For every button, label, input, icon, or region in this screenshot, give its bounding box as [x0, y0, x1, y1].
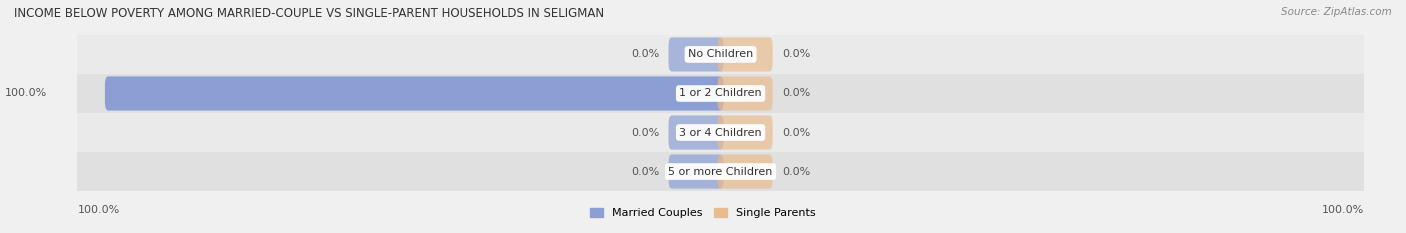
Text: 0.0%: 0.0%: [631, 49, 659, 59]
Text: 0.0%: 0.0%: [631, 127, 659, 137]
Text: 3 or 4 Children: 3 or 4 Children: [679, 127, 762, 137]
Text: INCOME BELOW POVERTY AMONG MARRIED-COUPLE VS SINGLE-PARENT HOUSEHOLDS IN SELIGMA: INCOME BELOW POVERTY AMONG MARRIED-COUPL…: [14, 7, 605, 20]
Text: 0.0%: 0.0%: [631, 167, 659, 177]
Text: 5 or more Children: 5 or more Children: [668, 167, 773, 177]
FancyBboxPatch shape: [668, 37, 724, 72]
Text: 1 or 2 Children: 1 or 2 Children: [679, 89, 762, 99]
FancyBboxPatch shape: [717, 37, 773, 72]
FancyBboxPatch shape: [668, 115, 724, 150]
Text: 100.0%: 100.0%: [1322, 205, 1364, 215]
Text: 0.0%: 0.0%: [782, 167, 810, 177]
Text: 0.0%: 0.0%: [782, 89, 810, 99]
Text: No Children: No Children: [688, 49, 754, 59]
Text: 100.0%: 100.0%: [4, 89, 46, 99]
Text: 100.0%: 100.0%: [77, 205, 120, 215]
FancyBboxPatch shape: [717, 76, 773, 111]
FancyBboxPatch shape: [717, 154, 773, 189]
FancyBboxPatch shape: [668, 154, 724, 189]
Text: Source: ZipAtlas.com: Source: ZipAtlas.com: [1281, 7, 1392, 17]
FancyBboxPatch shape: [717, 115, 773, 150]
Legend: Married Couples, Single Parents: Married Couples, Single Parents: [586, 203, 820, 223]
Text: 0.0%: 0.0%: [782, 127, 810, 137]
Text: 0.0%: 0.0%: [782, 49, 810, 59]
FancyBboxPatch shape: [105, 76, 724, 111]
